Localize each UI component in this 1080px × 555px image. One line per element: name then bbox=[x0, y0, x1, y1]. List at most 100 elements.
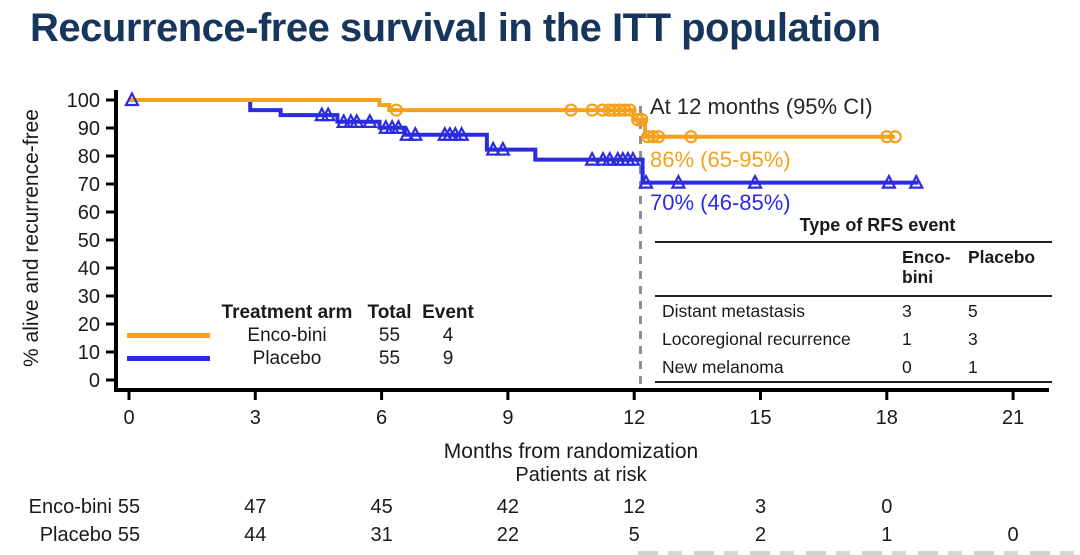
y-tick-label: 30 bbox=[78, 286, 100, 308]
enco-bini-12mo-estimate: 86% (65-95%) bbox=[650, 147, 791, 172]
y-tick-label: 20 bbox=[78, 314, 100, 336]
at-risk-row-enco-bini: Enco-bini 55 47 45 42 12 3 0 bbox=[0, 496, 1080, 520]
censor-circle bbox=[684, 130, 698, 144]
censor-triangle bbox=[495, 140, 511, 156]
at-risk-count: 3 bbox=[754, 496, 767, 518]
at-risk-row-placebo: Placebo 55 44 31 22 5 2 1 0 bbox=[0, 524, 1080, 548]
legend-header-arm: Treatment arm bbox=[221, 301, 353, 323]
at-risk-count: 2 bbox=[754, 524, 767, 546]
at-risk-count: 12 bbox=[623, 496, 646, 518]
y-tick-label: 40 bbox=[78, 258, 100, 280]
censor-circle bbox=[646, 130, 660, 144]
at-risk-count: 5 bbox=[628, 524, 640, 546]
y-tick-label: 60 bbox=[78, 202, 100, 224]
legend-header-row: Treatment arm Total Event bbox=[127, 301, 474, 324]
censor-triangle bbox=[625, 150, 641, 166]
censor-triangle bbox=[320, 106, 336, 122]
y-tick-label: 0 bbox=[89, 370, 100, 392]
legend-swatch-line bbox=[127, 333, 210, 338]
censor-triangle bbox=[399, 125, 415, 141]
censor-circle bbox=[880, 130, 894, 144]
rfs-col-enco-bini: Enco-bini bbox=[902, 247, 951, 287]
censor-circle bbox=[888, 130, 902, 144]
at-risk-count: 0 bbox=[1007, 524, 1019, 546]
censor-triangle bbox=[390, 118, 407, 134]
rfs-row-locoregional-recurrence: Locoregional recurrence 1 3 bbox=[655, 325, 1052, 353]
rfs-enco-count: 1 bbox=[902, 329, 912, 349]
y-tick-label: 50 bbox=[78, 230, 100, 252]
at-risk-count: 55 bbox=[117, 524, 141, 546]
x-axis-title: Months from randomization bbox=[443, 440, 699, 463]
y-tick-label: 70 bbox=[78, 174, 100, 196]
x-tick-label: 15 bbox=[749, 407, 771, 429]
censor-circle bbox=[635, 112, 649, 127]
legend-row-enco-bini: Enco-bini 55 4 bbox=[127, 324, 472, 347]
legend-total-value: 55 bbox=[378, 347, 401, 369]
rfs-table-bottom-rule bbox=[655, 381, 1052, 383]
x-tick-label: 0 bbox=[123, 407, 134, 429]
at-risk-row-label: Enco-bini bbox=[28, 496, 112, 518]
legend-header-event: Event bbox=[422, 301, 474, 323]
rfs-placebo-count: 5 bbox=[968, 301, 978, 321]
censor-triangle bbox=[453, 125, 470, 141]
km-curve-placebo bbox=[129, 98, 919, 185]
rfs-placebo-count: 1 bbox=[968, 357, 978, 377]
censor-triangle bbox=[908, 173, 925, 189]
rfs-placebo-count: 3 bbox=[968, 329, 978, 349]
rfs-table-header-row: Enco-bini Placebo bbox=[655, 243, 1052, 295]
rfs-row-label: Distant metastasis bbox=[662, 301, 805, 321]
legend-arm-label: Placebo bbox=[252, 347, 322, 369]
rfs-col-placebo: Placebo bbox=[968, 247, 1036, 267]
censor-triangle bbox=[670, 173, 687, 189]
y-tick-label: 10 bbox=[78, 342, 100, 364]
rfs-row-label: Locoregional recurrence bbox=[662, 329, 851, 349]
legend-row-placebo: Placebo 55 9 bbox=[127, 347, 472, 370]
y-tick-label: 80 bbox=[78, 146, 100, 168]
km-curve-enco-bini bbox=[129, 98, 896, 139]
rfs-row-distant-metastasis: Distant metastasis 3 5 bbox=[655, 297, 1052, 325]
censor-triangle bbox=[407, 125, 424, 141]
censor-triangle bbox=[747, 173, 763, 189]
treatment-legend: Treatment arm Total Event Enco-bini 55 4 Pl… bbox=[127, 301, 474, 370]
placebo-12mo-estimate: 70% (46-85%) bbox=[650, 190, 791, 215]
legend-header-total: Total bbox=[367, 301, 412, 323]
x-tick-label: 9 bbox=[502, 407, 513, 429]
at-risk-count: 31 bbox=[370, 524, 393, 546]
censor-circle bbox=[618, 103, 632, 117]
rfs-table-mid-rule bbox=[655, 295, 1052, 297]
rfs-table-title: Type of RFS event bbox=[799, 215, 956, 235]
y-tick-label: 90 bbox=[78, 118, 100, 140]
y-axis-title: % alive and recurrence-free bbox=[20, 109, 43, 367]
rfs-row-new-melanoma: New melanoma 0 1 bbox=[655, 353, 1052, 381]
rfs-enco-count: 3 bbox=[902, 301, 912, 321]
at-risk-count: 0 bbox=[881, 496, 893, 518]
censor-triangle bbox=[485, 140, 501, 156]
legend-swatch-line bbox=[127, 356, 210, 361]
censor-triangle bbox=[124, 91, 140, 107]
at-risk-count: 1 bbox=[881, 524, 893, 546]
censor-circle bbox=[564, 103, 578, 117]
censor-circle bbox=[630, 112, 645, 127]
legend-event-value: 4 bbox=[442, 324, 454, 346]
censor-circle bbox=[623, 103, 637, 117]
rfs-enco-count: 0 bbox=[902, 357, 912, 377]
at-risk-count: 44 bbox=[244, 524, 267, 546]
at-risk-row-label: Placebo bbox=[39, 524, 112, 546]
rfs-event-table: Type of RFS event Enco-bini Placebo Dist… bbox=[655, 215, 1052, 383]
at-risk-count: 42 bbox=[496, 496, 520, 518]
x-tick-label: 12 bbox=[623, 407, 645, 429]
censor-circle bbox=[652, 130, 666, 144]
at-risk-count: 47 bbox=[244, 496, 267, 518]
at-risk-count: 55 bbox=[117, 496, 141, 518]
censor-triangle bbox=[361, 112, 378, 128]
x-tick-label: 3 bbox=[250, 407, 261, 429]
legend-total-value: 55 bbox=[378, 324, 401, 346]
page-title: Recurrence-free survival in the ITT popu… bbox=[30, 6, 881, 50]
censor-triangle bbox=[348, 112, 365, 128]
patients-at-risk-heading: Patients at risk bbox=[515, 464, 647, 486]
axis-spines bbox=[114, 90, 1049, 392]
rfs-row-label: New melanoma bbox=[662, 357, 784, 377]
legend-arm-label: Enco-bini bbox=[247, 324, 327, 346]
